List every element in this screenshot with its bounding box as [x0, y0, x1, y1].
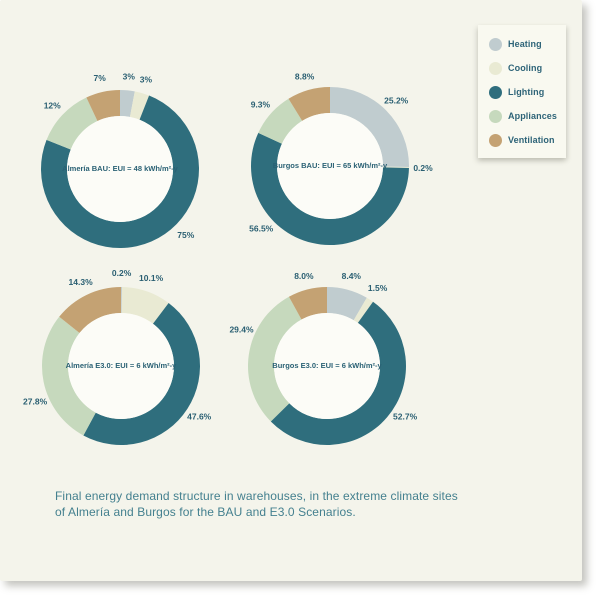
donut-center-label-almeria-bau: Almería BAU: EUI = 48 kWh/m²-y	[62, 164, 178, 173]
slice-lighting	[250, 132, 409, 245]
slice-percent-label: 75%	[177, 230, 194, 240]
donut-center-label-almeria-e30: Almería E3.0: EUI = 6 kWh/m²-y	[65, 361, 177, 370]
slice-percent-label: 3%	[140, 75, 153, 85]
slice-percent-label: 8.4%	[342, 271, 362, 281]
slice-percent-label: 29.4%	[229, 325, 254, 335]
slice-ventilation	[86, 90, 120, 122]
appliances-swatch-icon	[489, 109, 502, 123]
legend-item-heating: Heating	[478, 32, 566, 56]
donut-chart-almeria-e30: 0.2% 10.1% 47.6% 27.8% 14.3%	[0, 241, 246, 491]
legend-item-cooling: Cooling	[478, 56, 566, 80]
legend-label: Cooling	[508, 63, 543, 73]
slice-percent-label: 52.7%	[393, 412, 418, 422]
donut-center-label-burgos-bau: Burgos BAU: EUI = 65 kWh/m²-y	[272, 161, 388, 170]
donut-chart-almeria-bau: 3% 3% 75% 12% 7%	[0, 44, 245, 294]
donut-center-label-burgos-e30: Burgos E3.0: EUI = 6 kWh/m²-y	[272, 361, 382, 370]
slice-percent-label: 12%	[44, 100, 61, 110]
legend-panel: Heating Cooling Lighting Appliances Vent…	[478, 25, 566, 158]
slice-ventilation	[288, 87, 330, 121]
slice-heating	[330, 87, 409, 167]
slice-percent-label: 56.5%	[249, 224, 274, 234]
slice-heating	[120, 90, 135, 117]
slice-percent-label: 9.3%	[251, 99, 271, 109]
slice-percent-label: 10.1%	[139, 273, 164, 283]
slice-percent-label: 14.3%	[69, 277, 94, 287]
legend-label: Appliances	[508, 111, 558, 121]
legend-label: Ventilation	[508, 135, 555, 145]
legend-item-ventilation: Ventilation	[478, 128, 566, 152]
caption-line-2: of Almería and Burgos for the BAU and E3…	[55, 504, 356, 519]
slice-cooling	[353, 297, 374, 323]
legend-item-lighting: Lighting	[478, 80, 566, 104]
legend-label: Lighting	[508, 87, 545, 97]
donut-chart-burgos-bau: 25.2% 0.2% 56.5% 9.3% 8.8%	[205, 41, 455, 291]
donut-hole	[274, 313, 380, 419]
slice-cooling	[382, 166, 409, 168]
ventilation-swatch-icon	[489, 133, 502, 147]
donut-chart-burgos-e30: 8.4% 1.5% 52.7% 29.4% 8.0%	[202, 241, 452, 491]
slice-lighting	[41, 95, 199, 248]
slice-percent-label: 3%	[123, 71, 136, 81]
donut-hole	[277, 113, 383, 219]
donut-hole	[68, 313, 174, 419]
caption-line-1: Final energy demand structure in warehou…	[55, 489, 458, 503]
slice-percent-label: 27.8%	[23, 397, 48, 407]
slice-heating	[327, 287, 367, 321]
slice-lighting	[83, 302, 200, 445]
slice-percent-label: 25.2%	[384, 96, 409, 106]
slice-cooling	[129, 91, 150, 120]
slice-ventilation	[288, 287, 327, 320]
slice-heating	[121, 287, 122, 314]
slice-appliances	[247, 296, 302, 422]
slice-ventilation	[59, 287, 121, 333]
slice-appliances	[258, 98, 303, 144]
slice-appliances	[46, 97, 98, 150]
slice-percent-label: 8.8%	[295, 72, 315, 82]
slice-cooling	[121, 287, 169, 324]
figure-card: 3% 3% 75% 12% 7% 25.2% 0.2% 56.5% 9.3% 8.8% 0.2%…	[0, 0, 582, 581]
legend-label: Heating	[508, 39, 542, 49]
legend-item-appliances: Appliances	[478, 104, 566, 128]
lighting-swatch-icon	[489, 85, 502, 99]
donut-hole	[67, 116, 173, 222]
cooling-swatch-icon	[489, 61, 502, 75]
slice-percent-label: 7%	[94, 73, 107, 83]
slice-appliances	[41, 316, 96, 436]
slice-percent-label: 0.2%	[413, 163, 433, 173]
slice-percent-label: 1.5%	[368, 283, 388, 293]
heating-swatch-icon	[489, 37, 502, 51]
slice-percent-label: 0.2%	[112, 268, 132, 278]
figure-caption: Final energy demand structure in warehou…	[55, 489, 535, 520]
slice-percent-label: 8.0%	[294, 271, 314, 281]
slice-lighting	[270, 301, 406, 445]
slice-percent-label: 47.6%	[187, 411, 212, 421]
